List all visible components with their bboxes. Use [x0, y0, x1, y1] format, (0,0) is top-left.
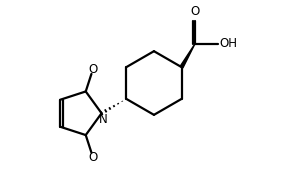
Polygon shape — [180, 44, 195, 68]
Text: O: O — [191, 5, 200, 18]
Text: O: O — [88, 151, 98, 164]
Text: OH: OH — [220, 37, 238, 50]
Text: N: N — [98, 113, 107, 126]
Text: O: O — [88, 63, 98, 76]
